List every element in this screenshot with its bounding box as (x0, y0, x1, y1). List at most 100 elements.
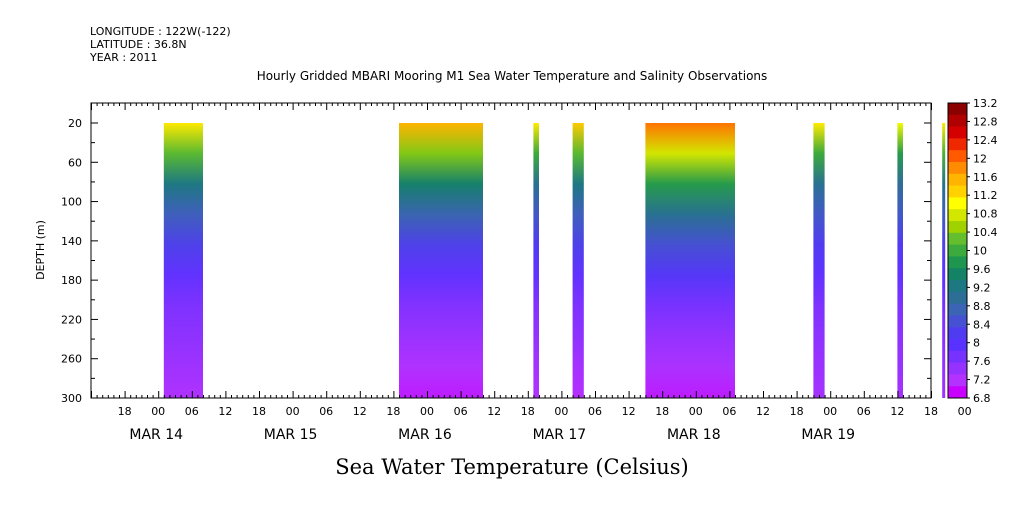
colorbar-swatch (948, 374, 967, 387)
colorbar-swatch (948, 327, 967, 340)
colorbar-swatch (948, 185, 967, 198)
colorbar: 13.2 12.8 12.4 12 11.6 11.2 10.8 10.4 10 9.6 9.2 8.… (947, 97, 998, 405)
colorbar-label: 7.6 (973, 355, 991, 368)
colorbar-label: 8.8 (973, 300, 991, 313)
header-latitude: LATITUDE : 36.8N (90, 38, 187, 51)
y-tick-label: 60 (68, 156, 82, 169)
colorbar-swatch (948, 362, 967, 375)
x-day-label: MAR 18 (667, 427, 721, 443)
colorbar-label: 12.4 (973, 134, 998, 147)
colorbar-swatch (948, 197, 967, 210)
x-tick-label: 12 (622, 405, 636, 418)
colorbar-swatch (948, 268, 967, 281)
x-tick-label: 12 (353, 405, 367, 418)
header-year: YEAR : 2011 (89, 51, 158, 64)
colorbar-swatch (948, 386, 967, 399)
colorbar-label: 8 (973, 337, 980, 350)
x-tick-label: 12 (890, 405, 904, 418)
colorbar-swatch (948, 221, 967, 234)
colorbar-label: 11.6 (973, 171, 998, 184)
data-block-5 (813, 123, 825, 398)
x-tick-label: 06 (857, 405, 871, 418)
plot-frame (90, 102, 932, 399)
x-tick-label: 18 (386, 405, 400, 418)
x-tick-label: 18 (924, 405, 938, 418)
colorbar-label: 8.4 (973, 318, 991, 331)
colorbar-label: 13.2 (973, 97, 998, 110)
chart-title: Hourly Gridded MBARI Mooring M1 Sea Wate… (257, 69, 768, 83)
colorbar-swatch (948, 232, 967, 245)
x-tick-label: 06 (588, 405, 602, 418)
data-block-3 (572, 123, 584, 398)
data-block-7 (942, 123, 946, 398)
colorbar-swatch (948, 291, 967, 304)
x-tick-label: 06 (722, 405, 736, 418)
colorbar-label: 9.6 (973, 263, 991, 276)
colorbar-label: 10.4 (973, 226, 998, 239)
x-tick-label: 00 (823, 405, 837, 418)
x-tick-label: 00 (420, 405, 434, 418)
colorbar-swatch (948, 162, 967, 175)
x-tick-label: 06 (454, 405, 468, 418)
colorbar-swatch (948, 350, 967, 363)
x-tick-label: 18 (252, 405, 266, 418)
x-tick-label: 18 (655, 405, 669, 418)
data-block-2 (533, 123, 539, 398)
colorbar-swatch (948, 256, 967, 269)
colorbar-label: 12 (973, 152, 987, 165)
plot-area: 18 00 06 12 18 00 06 12 18 00 06 12 18 00 06 12 18 00 06 12… (61, 102, 972, 443)
x-tick-label: 18 (790, 405, 804, 418)
y-axis-label: DEPTH (m) (34, 220, 47, 280)
bottom-title: Sea Water Temperature (Celsius) (335, 455, 689, 479)
colorbar-swatch (948, 280, 967, 293)
x-tick-label: 00 (151, 405, 165, 418)
header-longitude: LONGITUDE : 122W(-122) (90, 25, 231, 38)
data-block-6 (897, 123, 903, 398)
x-tick-label: 00 (286, 405, 300, 418)
colorbar-label: 9.2 (973, 281, 991, 294)
colorbar-swatch (948, 126, 967, 139)
data-block-0 (163, 123, 203, 398)
colorbar-swatch (948, 103, 967, 116)
colorbar-swatch (948, 244, 967, 257)
y-tick-label: 20 (68, 117, 82, 130)
colorbar-label: 12.8 (973, 115, 998, 128)
x-tick-label: 12 (218, 405, 232, 418)
y-tick-label: 300 (61, 392, 82, 405)
x-day-label: MAR 16 (398, 427, 452, 443)
y-tick-label: 180 (61, 274, 82, 287)
x-day-label: MAR 17 (533, 427, 587, 443)
x-tick-label: 00 (958, 405, 972, 418)
colorbar-swatch (948, 150, 967, 163)
y-tick-label: 220 (61, 313, 82, 326)
data-block-1 (399, 123, 483, 398)
colorbar-label: 6.8 (973, 392, 991, 405)
x-day-label: MAR 15 (264, 427, 318, 443)
x-tick-label: 06 (319, 405, 333, 418)
y-tick-label: 140 (61, 235, 82, 248)
colorbar-swatch (948, 315, 967, 328)
colorbar-label: 10 (973, 245, 987, 258)
y-tick-label: 100 (61, 196, 82, 209)
colorbar-swatch (948, 173, 967, 186)
x-tick-label: 12 (487, 405, 501, 418)
x-tick-label: 06 (185, 405, 199, 418)
colorbar-swatch (948, 114, 967, 127)
colorbar-swatch (948, 339, 967, 352)
x-tick-label: 18 (118, 405, 132, 418)
x-day-label: MAR 14 (129, 427, 183, 443)
data-block-4 (645, 123, 735, 398)
colorbar-swatch (948, 138, 967, 151)
colorbar-label: 11.2 (973, 189, 998, 202)
colorbar-swatch (948, 209, 967, 222)
x-tick-label: 18 (521, 405, 535, 418)
colorbar-label: 7.2 (973, 374, 991, 387)
x-tick-label: 00 (689, 405, 703, 418)
x-tick-label: 00 (554, 405, 568, 418)
colorbar-label: 10.8 (973, 208, 998, 221)
y-tick-label: 260 (61, 353, 82, 366)
colorbar-swatch (948, 303, 967, 316)
x-day-label: MAR 19 (801, 427, 855, 443)
